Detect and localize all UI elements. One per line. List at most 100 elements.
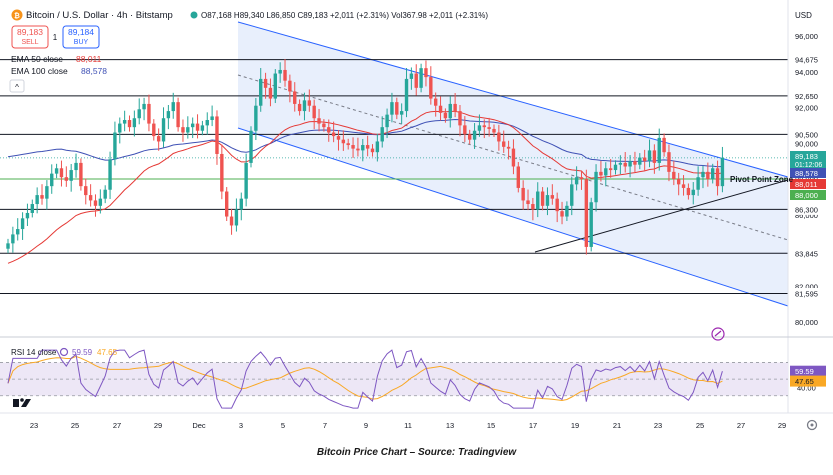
candle-body [64,177,69,181]
rsi-value-tag [790,365,826,377]
candle-body [239,198,243,210]
rsi-tick-label: 40.00 [797,383,816,392]
ema50-line[interactable] [7,110,723,264]
gear-icon[interactable] [806,419,818,431]
candle-body [681,184,686,188]
candle-body [526,200,530,205]
market-status-dot [190,11,198,19]
candle-body [676,179,681,185]
price-axis[interactable]: 96,00094,00092,00090,00088,00086,00084,0… [790,32,826,327]
candle-body [59,168,64,178]
channel-upper-line[interactable] [237,21,789,178]
channel-lower-line[interactable] [237,127,789,307]
level-tag-bg [790,54,826,66]
candle-body [701,171,705,178]
collapse-legend-button[interactable] [9,79,25,93]
candle-body [623,162,627,167]
price-tag-88000 [790,190,826,200]
ema100-legend-label[interactable]: EMA 100 close [11,66,68,76]
horizontal-levels [0,59,788,294]
rsi-ma-tag [790,375,826,387]
candle-body [234,209,239,226]
time-tick-label: 13 [446,421,454,430]
candle-body [341,139,346,144]
candle-body [419,68,423,88]
candle-body [132,118,137,128]
ema50-legend-label[interactable]: EMA 50 close [11,54,63,64]
candle-body [88,195,93,201]
time-tick-label: 25 [696,421,704,430]
candle-body [497,132,501,142]
time-tick-label: 23 [654,421,662,430]
candle-body [190,123,195,128]
candlestick-series [6,59,725,255]
level-tag-bg [790,90,826,102]
alert-icon[interactable] [711,327,725,341]
candle-body [50,173,54,187]
buy-button[interactable] [62,25,100,49]
candle-body [536,191,540,210]
candle-body [521,187,525,201]
candle-body [336,136,341,140]
rsi-legend-label[interactable]: RSI 14 close [11,348,57,357]
ema50-legend-value: 88,011 [76,54,102,64]
candle-body [356,148,360,151]
currency-label[interactable]: USD [795,11,812,20]
candle-body [327,127,331,133]
candle-body [69,170,73,181]
candle-body [438,105,443,113]
pivot-point-zone-label: Pivot Point Zone [730,175,794,184]
time-tick-label: 5 [281,421,285,430]
figure-caption: Bitcoin Price Chart – Source: Tradingvie… [316,447,517,458]
bitcoin-logo-icon [11,9,23,21]
candle-body [706,171,710,179]
candle-body [390,102,394,115]
candle-body [463,125,467,135]
rsi-settings-icon[interactable] [59,347,69,357]
candle-body [249,130,253,163]
candle-body [118,123,122,133]
candle-body [147,103,151,124]
candle-body [443,112,448,119]
candle-body [599,171,603,176]
candle-body [468,134,472,140]
time-tick-label: 27 [113,421,121,430]
candle-body [331,132,336,137]
candle-body [35,195,39,205]
sell-button[interactable] [11,25,49,49]
candle-body [618,162,623,165]
candle-body [293,91,297,104]
candle-body [487,127,491,129]
candle-body [142,103,146,110]
candle-body [186,127,190,133]
candle-body [433,98,438,106]
candle-body [638,157,642,165]
candle-body [152,123,156,137]
candle-body [171,102,175,112]
candle-body [492,128,496,133]
time-axis[interactable]: 23 25 27 29 Dec 3 5 7 9 11 13 15 17 19 21 23 25 27 29 [30,421,786,430]
rising-trendline[interactable] [534,179,789,253]
candle-body [229,216,234,226]
candle-body [657,137,661,163]
candle-body [472,130,477,140]
level-tag-label: 86,300 [795,205,818,214]
rsi-line[interactable] [7,349,723,409]
candle-body [531,204,535,210]
ema100-line[interactable] [7,118,723,168]
candle-body [127,120,132,128]
btc-glyph: ₿ [14,12,20,20]
candle-body [424,68,428,78]
candle-body [516,166,520,188]
rsi-ma-line[interactable] [7,355,723,402]
symbol-title[interactable]: Bitcoin / U.S. Dollar · 4h · Bitstamp [26,10,173,21]
candle-body [16,229,20,235]
candle-body [30,204,34,213]
candle-body [317,118,321,124]
candle-body [395,102,399,115]
candle-body [633,161,637,165]
time-tick-label: 7 [323,421,327,430]
price-tick-label: 92,000 [795,104,818,113]
spread-value: 1 [53,33,58,42]
